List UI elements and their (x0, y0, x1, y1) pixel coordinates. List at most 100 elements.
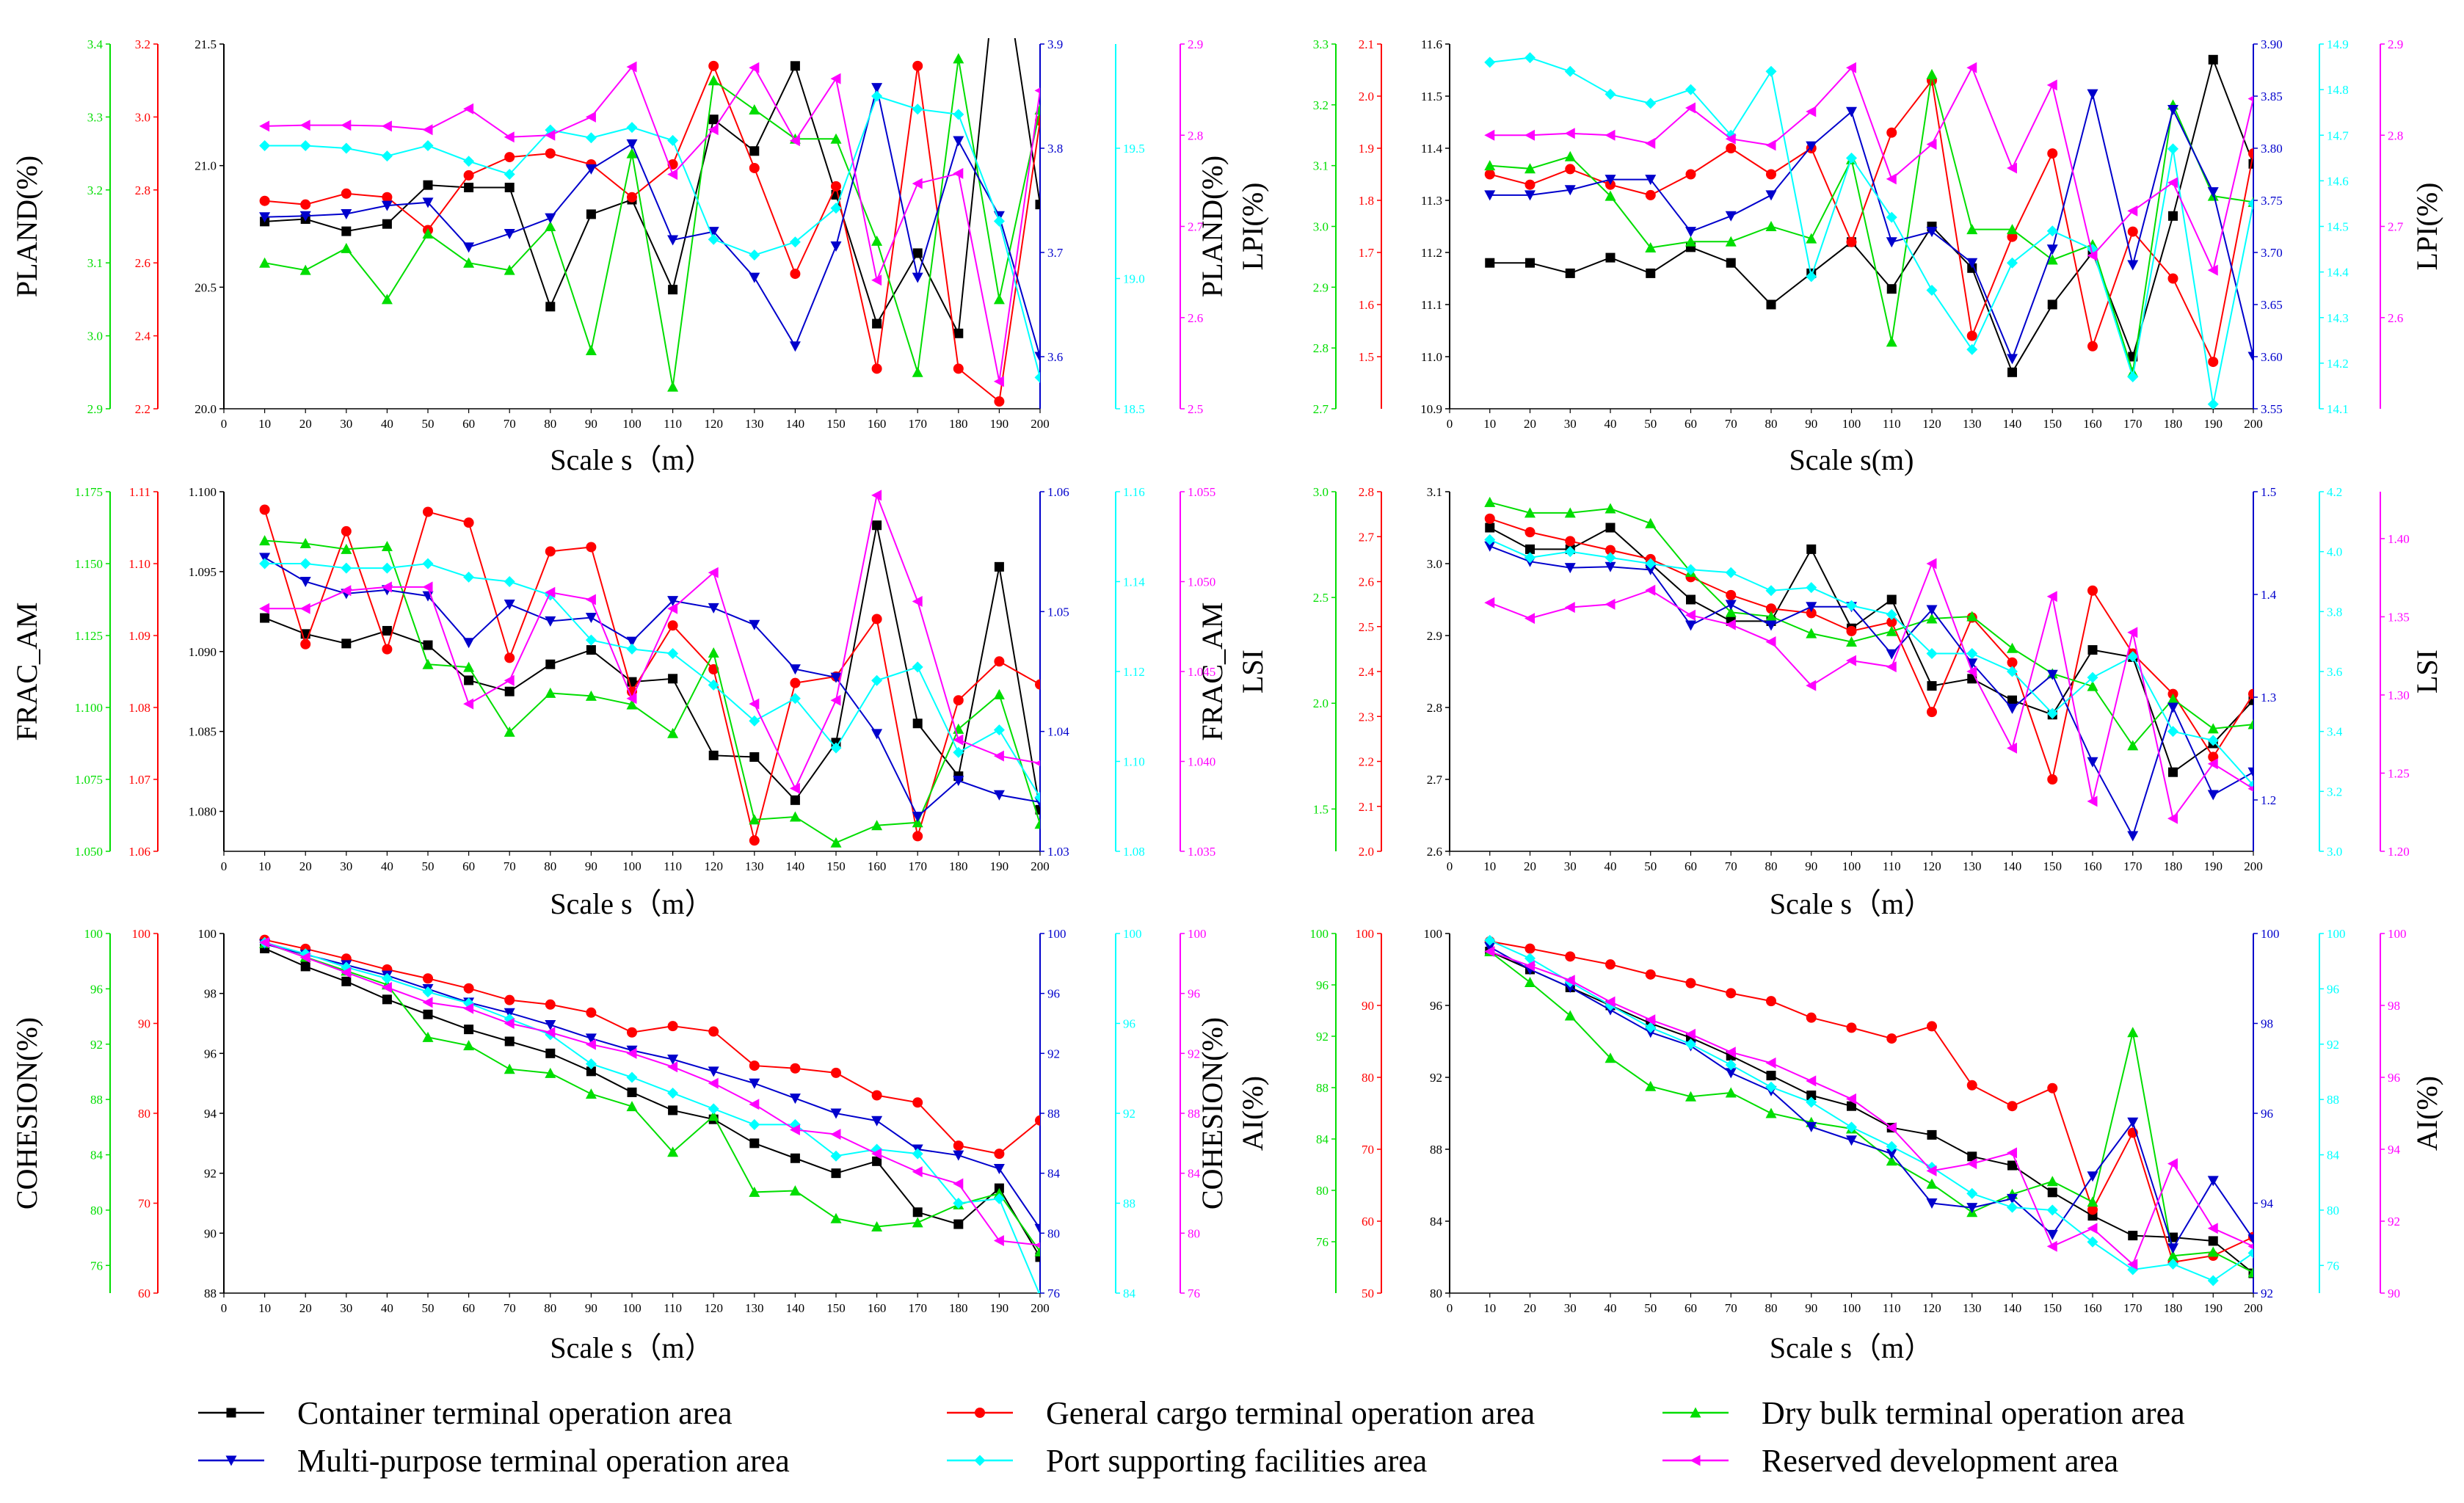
data-point-reserved (422, 124, 433, 136)
x-tick-label: 150 (2043, 859, 2063, 873)
container-y-tick-label: 1.090 (189, 645, 217, 659)
data-point-container (1886, 284, 1897, 294)
data-point-support (953, 109, 964, 120)
support-y-tick-label: 4.0 (2327, 545, 2342, 559)
drybulk-y-tick-label: 1.5 (1313, 802, 1329, 816)
data-point-container (872, 1156, 882, 1166)
data-point-multi (1725, 1068, 1737, 1079)
support-y-tick-label: 100 (2327, 927, 2346, 941)
data-point-reserved (1765, 139, 1776, 151)
data-point-reserved (1806, 1075, 1817, 1087)
data-point-support (1484, 534, 1496, 545)
data-point-container (1035, 804, 1040, 815)
data-point-reserved (1926, 139, 1937, 150)
data-point-container (586, 1066, 596, 1077)
data-point-multi (789, 664, 801, 675)
general-y-tick-label: 2.6 (1359, 575, 1374, 589)
data-point-support (1685, 84, 1696, 95)
multi-y-tick-label: 3.90 (2261, 37, 2283, 51)
reserved-y-tick-label: 2.9 (1188, 37, 1203, 51)
data-point-reserved (381, 982, 392, 993)
general-y-tick-label: 2.5 (1359, 620, 1374, 634)
data-point-support (912, 661, 923, 673)
data-point-reserved (789, 135, 800, 147)
data-point-support (1966, 1187, 1978, 1199)
data-point-general (1886, 616, 1897, 627)
data-point-support (626, 643, 638, 655)
data-point-general (667, 620, 678, 631)
data-point-support (2087, 1236, 2098, 1248)
data-point-reserved (341, 967, 352, 978)
x-tick-label: 0 (221, 417, 228, 431)
data-point-drybulk (299, 538, 311, 549)
data-point-support (299, 139, 311, 151)
series-line-general (264, 939, 1040, 1155)
series-line-multi (1489, 93, 2253, 361)
data-point-support (993, 724, 1005, 736)
x-tick-label: 10 (258, 1301, 271, 1315)
series-support (1484, 52, 2253, 409)
data-point-drybulk (667, 1146, 679, 1157)
container-y-tick-label: 98 (204, 987, 217, 1001)
data-point-general (1927, 1021, 1937, 1032)
data-point-drybulk (871, 1221, 883, 1232)
data-point-drybulk (626, 148, 638, 159)
data-point-multi (708, 227, 719, 238)
data-point-drybulk (381, 294, 393, 305)
multi-y-tick-label: 3.7 (1047, 246, 1064, 260)
reserved-y-tick-label: 100 (1188, 927, 1207, 941)
series-container (1485, 523, 2253, 777)
data-point-support (1886, 1140, 1897, 1152)
x-tick-label: 20 (299, 859, 312, 873)
data-point-multi (2046, 669, 2058, 680)
data-point-support (626, 1071, 638, 1083)
data-point-reserved (1685, 102, 1696, 114)
data-point-multi (545, 616, 556, 627)
general-y-tick-label: 2.1 (1359, 800, 1374, 814)
data-point-multi (1886, 649, 1897, 660)
x-tick-label: 140 (786, 417, 805, 431)
series-line-reserved (264, 492, 1040, 790)
data-point-drybulk (749, 103, 760, 114)
data-point-reserved (953, 167, 964, 179)
reserved-y-tick-label: 2.8 (2388, 128, 2403, 142)
reserved-y-tick-label: 1.30 (2388, 688, 2410, 702)
data-point-drybulk (953, 53, 964, 64)
data-point-reserved (2087, 796, 2098, 807)
general-y-tick-label: 80 (138, 1107, 150, 1121)
x-tick-label: 140 (786, 1301, 805, 1315)
data-point-multi (545, 1020, 556, 1031)
data-point-general (1886, 1033, 1897, 1044)
general-y-tick-label: 90 (1362, 999, 1374, 1013)
x-tick-label: 60 (462, 417, 475, 431)
drybulk-y-tick-label: 3.4 (87, 37, 103, 51)
data-point-support (2046, 1204, 2058, 1216)
data-point-general (300, 199, 311, 210)
y-axis-title-right: FRAC_AM (1196, 603, 1229, 741)
data-point-general (2007, 231, 2018, 242)
data-point-general (423, 506, 433, 517)
data-point-general (953, 1140, 964, 1151)
data-point-container (464, 182, 474, 192)
data-point-container (423, 640, 433, 650)
drybulk-y-tick-label: 3.2 (1313, 98, 1329, 112)
data-point-multi (1524, 190, 1536, 201)
data-point-container (2047, 1187, 2057, 1198)
data-point-general (1605, 959, 1616, 970)
general-y-tick-label: 1.11 (129, 485, 150, 499)
data-point-multi (1806, 602, 1817, 613)
data-point-support (422, 558, 434, 569)
data-point-support (1645, 1022, 1657, 1033)
series-container (1485, 54, 2253, 377)
data-point-reserved (912, 178, 923, 189)
legend-item-support: Port supporting facilities area (947, 1443, 1427, 1479)
y-axis-title-right: COHESION(%) (1196, 1017, 1229, 1209)
data-point-container (708, 114, 719, 125)
series-reserved (259, 490, 1040, 794)
data-point-multi (1484, 942, 1496, 953)
data-point-reserved (2127, 627, 2138, 638)
series-support (259, 90, 1040, 383)
data-point-multi (1926, 605, 1938, 616)
data-point-drybulk (1966, 224, 1978, 235)
multi-y-tick-label: 3.55 (2261, 402, 2283, 416)
